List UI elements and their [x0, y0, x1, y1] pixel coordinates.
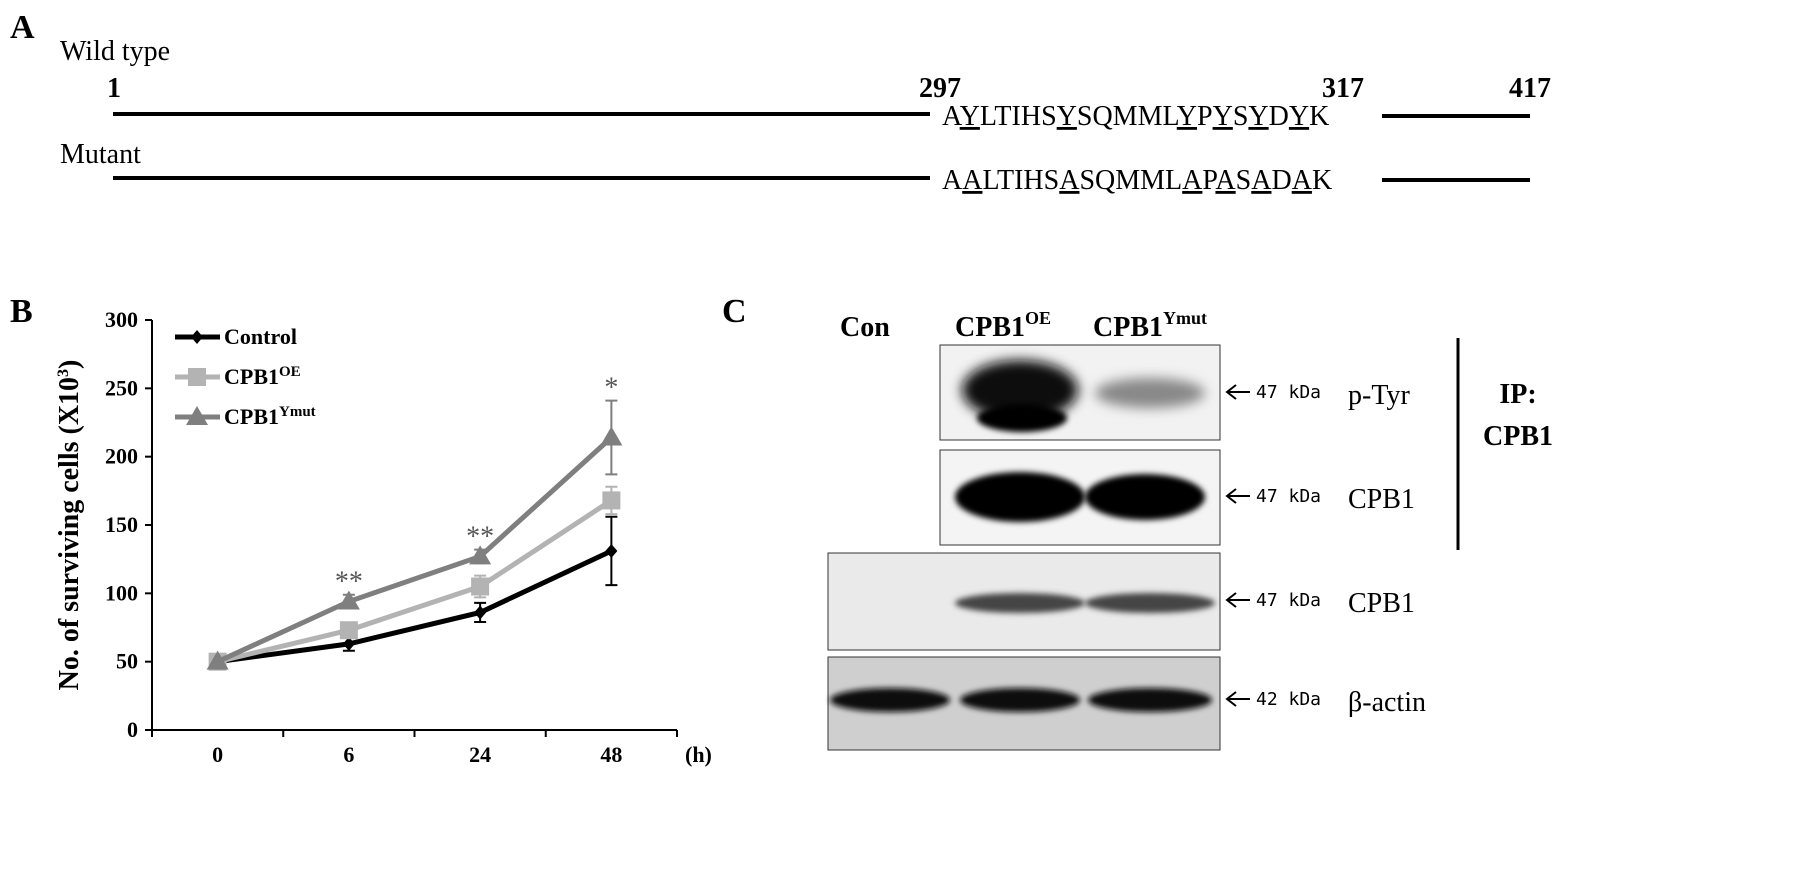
residue: A: [1059, 165, 1080, 196]
ip-label: IP:: [1499, 379, 1536, 410]
y-tick-label: 0: [127, 717, 138, 742]
position-label: 417: [1509, 73, 1551, 104]
ip-target: CPB1: [1483, 421, 1553, 452]
x-tick-label: 48: [600, 742, 622, 767]
marker: [342, 636, 355, 651]
residue: Y: [1213, 101, 1233, 132]
series-line: [217, 498, 613, 665]
residue: D: [1271, 165, 1291, 196]
arrow-head: [1225, 384, 1237, 400]
residue: K: [1309, 101, 1329, 132]
residue: SQMML: [1079, 165, 1182, 196]
row-label: p-Tyr: [1348, 380, 1410, 411]
residue: P: [1202, 165, 1217, 196]
marker: [605, 543, 618, 558]
residue: LTIHS: [980, 101, 1057, 132]
arrow-head: [1225, 592, 1237, 608]
marker: [474, 605, 487, 620]
legend-marker: [186, 406, 208, 425]
y-tick-label: 300: [105, 307, 138, 332]
blot: [827, 656, 1221, 751]
panel-label: A: [10, 9, 35, 46]
column-label: Con: [840, 312, 890, 343]
position-label: 1: [107, 73, 121, 104]
legend-label: Control: [224, 324, 297, 349]
legend-label: CPB1OE: [224, 364, 301, 389]
column-label: CPB1OE: [955, 308, 1051, 343]
residue: A: [1292, 165, 1313, 196]
legend-marker: [191, 330, 203, 344]
residue: A: [1251, 165, 1272, 196]
row-label: CPB1: [1348, 484, 1415, 515]
panel-label: C: [722, 293, 747, 330]
annotation: **: [335, 567, 363, 598]
marker: [337, 590, 360, 610]
annotation: *: [604, 373, 618, 404]
series-line: [217, 548, 613, 665]
residue: Y: [1248, 101, 1268, 132]
sequence: AYLTIHSYSQMMLYPYSYDYK: [942, 101, 1329, 132]
residue: S: [1233, 101, 1249, 132]
annotation: **: [466, 522, 494, 553]
blot: [939, 449, 1221, 546]
y-tick-label: 50: [116, 649, 138, 674]
arrow-head: [1225, 691, 1237, 707]
residue: Y: [1289, 101, 1309, 132]
position-label: 317: [1322, 73, 1364, 104]
blot: [939, 344, 1221, 441]
legend-label: CPB1Ymut: [224, 404, 316, 429]
x-tick-label: 24: [469, 742, 491, 767]
y-tick-label: 100: [105, 580, 138, 605]
residue: SQMML: [1077, 101, 1179, 132]
residue: A: [1182, 165, 1203, 196]
size-label: 47 kDa: [1256, 590, 1321, 611]
residue: A: [1215, 165, 1236, 196]
residue: LTIHS: [982, 165, 1059, 196]
marker: [469, 545, 492, 565]
marker: [600, 426, 623, 446]
residue: P: [1197, 101, 1213, 132]
arrow-head: [1225, 488, 1237, 504]
marker: [471, 577, 490, 596]
residue: Y: [960, 101, 980, 132]
column-label: CPB1Ymut: [1093, 308, 1207, 343]
marker: [206, 650, 229, 670]
marker: [339, 621, 358, 640]
size-label: 47 kDa: [1256, 382, 1321, 403]
y-tick-label: 150: [105, 512, 138, 537]
x-axis-label: (h): [685, 742, 712, 767]
x-tick-label: 6: [343, 742, 354, 767]
residue: S: [1236, 165, 1252, 196]
residue: Y: [1177, 101, 1197, 132]
position-label: 297: [919, 73, 961, 104]
x-tick-label: 0: [212, 742, 223, 767]
y-axis-label: No. of surviving cells (X103): [54, 360, 85, 691]
marker: [602, 491, 621, 510]
series-line: [216, 435, 614, 664]
panel-label: B: [10, 293, 33, 330]
wild-type-title: Wild type: [60, 36, 170, 67]
sequence: AALTIHSASQMMLAPASADAK: [942, 165, 1332, 196]
row-label: CPB1: [1348, 588, 1415, 619]
size-label: 42 kDa: [1256, 689, 1321, 710]
residue: A: [942, 165, 963, 196]
residue: A: [962, 165, 983, 196]
residue: A: [942, 101, 963, 132]
legend-marker: [188, 368, 206, 386]
residue: K: [1312, 165, 1332, 196]
residue: Y: [1057, 101, 1077, 132]
y-tick-label: 200: [105, 444, 138, 469]
blot: [827, 552, 1221, 651]
residue: D: [1269, 101, 1289, 132]
row-label: β-actin: [1348, 687, 1426, 718]
size-label: 47 kDa: [1256, 486, 1321, 507]
mutant-title: Mutant: [60, 139, 141, 170]
y-tick-label: 250: [105, 375, 138, 400]
